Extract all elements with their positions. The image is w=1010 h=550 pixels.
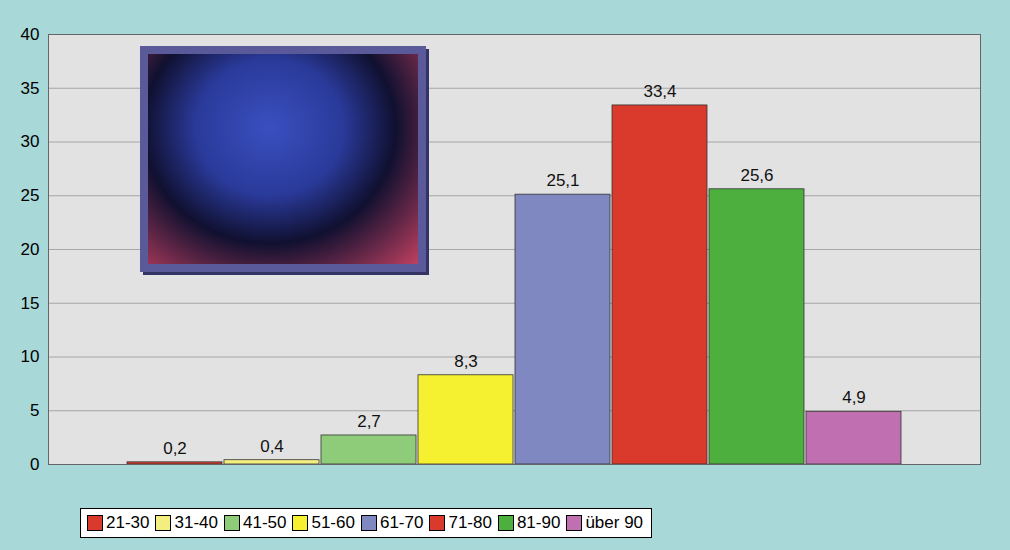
svg-text:0,2: 0,2	[163, 439, 187, 458]
svg-text:8,3: 8,3	[454, 352, 478, 371]
svg-text:20: 20	[21, 240, 40, 259]
html-text:81-90: 81-90	[516, 513, 561, 532]
html-text:71-80: 71-80	[448, 513, 492, 532]
svg-text:40: 40	[21, 25, 40, 44]
html-text:51-60: 51-60	[311, 513, 355, 532]
svg-text:25,1: 25,1	[546, 171, 579, 190]
svg-text:33,4: 33,4	[643, 82, 676, 101]
svg-text:35: 35	[21, 79, 40, 98]
svg-text:10: 10	[21, 347, 40, 366]
html-text:41-50: 41-50	[243, 513, 287, 532]
html-text:über 90: über 90	[585, 513, 644, 532]
svg-text:2,7: 2,7	[357, 412, 381, 431]
svg-text:15: 15	[21, 294, 40, 313]
svg-text:0: 0	[30, 455, 39, 474]
html-text:61-70: 61-70	[379, 513, 424, 532]
svg-text:25: 25	[21, 186, 40, 205]
svg-text:4,9: 4,9	[842, 388, 866, 407]
svg-text:5: 5	[30, 401, 39, 420]
svg-text:30: 30	[21, 132, 40, 151]
svg-text:25,6: 25,6	[740, 166, 773, 185]
html-text:31-40: 31-40	[174, 513, 218, 532]
svg-text:0,4: 0,4	[260, 437, 284, 456]
html-text:21-30: 21-30	[106, 513, 150, 532]
